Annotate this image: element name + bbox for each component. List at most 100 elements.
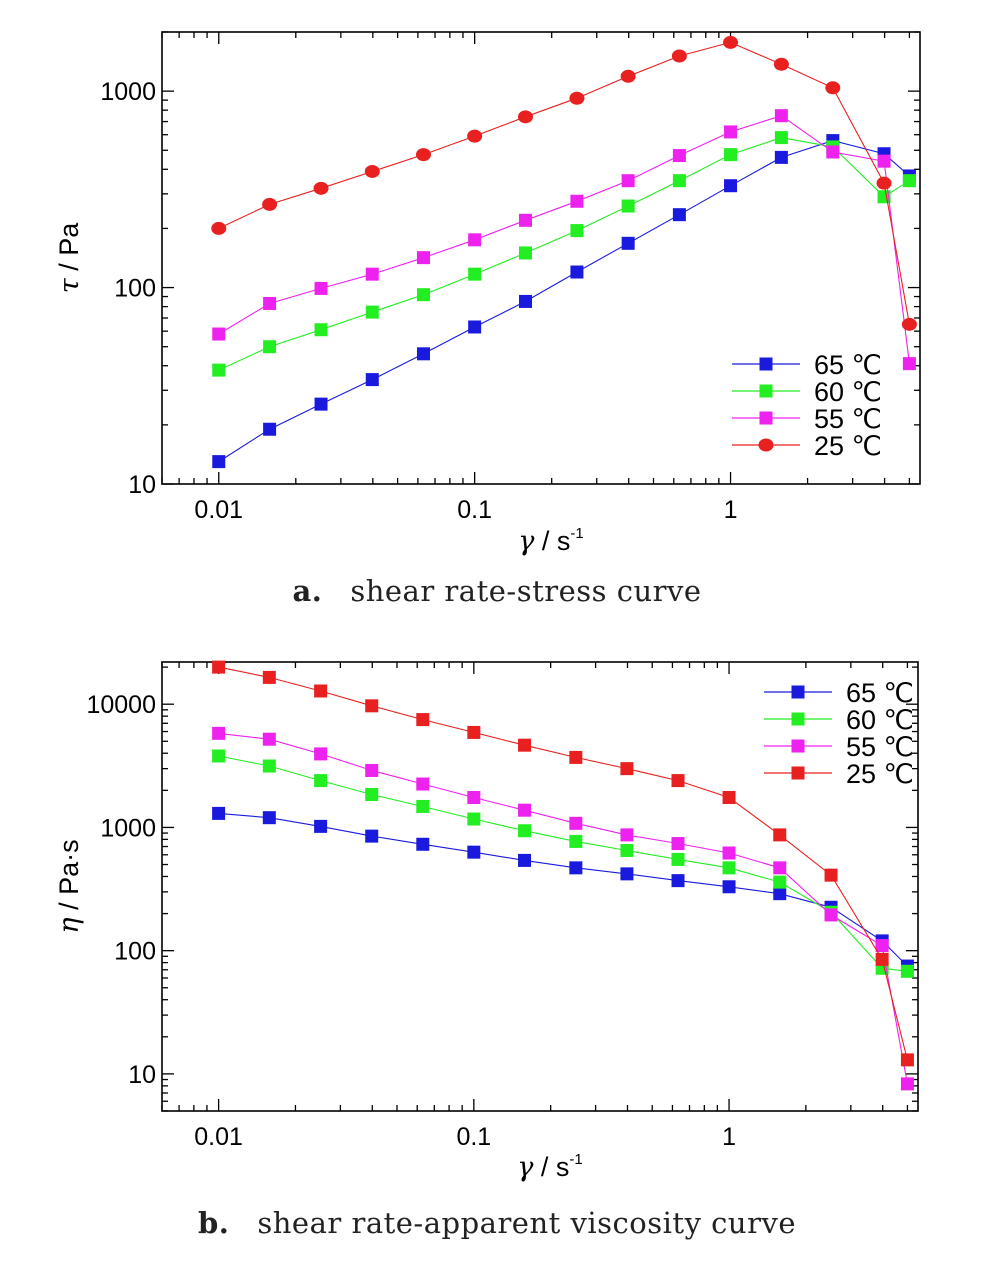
y-tick-label: 1000 <box>100 814 156 842</box>
y-tick-label: 10000 <box>86 691 156 719</box>
plot-frame <box>161 31 921 485</box>
data-point <box>902 174 916 188</box>
legend-label: 60 ℃ <box>814 377 882 407</box>
legend-marker <box>758 438 774 452</box>
data-point <box>416 288 430 302</box>
data-point <box>518 294 532 308</box>
data-point <box>620 843 634 857</box>
data-point <box>365 267 379 281</box>
data-point <box>724 179 738 193</box>
data-point <box>468 233 482 247</box>
legend-label: 55 ℃ <box>846 732 914 762</box>
data-point <box>518 824 532 838</box>
data-point <box>672 208 686 222</box>
data-point <box>262 811 276 825</box>
data-point <box>212 327 226 341</box>
legend-label: 60 ℃ <box>846 705 914 735</box>
data-point <box>722 790 736 804</box>
chart-panel-a: 0.01 0.1 1 10 100 1000 γ / s-1 τ / Pa 65 ℃60 ℃55… <box>54 31 921 557</box>
data-point <box>900 964 914 978</box>
data-point <box>671 49 687 63</box>
series-1 <box>212 749 914 978</box>
data-point <box>518 803 532 817</box>
data-point <box>672 174 686 188</box>
data-point <box>365 829 379 843</box>
data-point <box>902 357 916 371</box>
plot-frame <box>161 661 919 1112</box>
data-point <box>901 317 917 331</box>
data-point <box>517 110 533 124</box>
legend: 65 ℃60 ℃55 ℃25 ℃ <box>764 678 914 789</box>
data-point <box>365 788 379 802</box>
data-point <box>824 908 838 922</box>
data-point <box>212 660 226 674</box>
data-point <box>314 819 328 833</box>
data-point <box>569 750 583 764</box>
data-point <box>416 799 430 813</box>
series-line <box>218 755 908 972</box>
legend-marker <box>759 384 773 398</box>
series-3 <box>211 35 917 331</box>
data-point <box>518 246 532 260</box>
data-point <box>773 861 787 875</box>
data-point <box>773 875 787 889</box>
data-point <box>875 939 889 953</box>
data-point <box>262 670 276 684</box>
data-point <box>468 320 482 334</box>
data-point <box>314 323 328 337</box>
y-tick-label: 100 <box>114 938 156 966</box>
data-point <box>365 305 379 319</box>
legend-marker <box>791 739 805 753</box>
data-point <box>900 1077 914 1091</box>
data-point <box>211 221 227 235</box>
data-point <box>825 81 841 95</box>
y-axis-label: τ / Pa <box>54 222 85 293</box>
data-point <box>314 281 328 295</box>
data-point <box>569 861 583 875</box>
data-point <box>313 181 329 195</box>
data-point <box>722 861 736 875</box>
data-point <box>467 790 481 804</box>
series-1 <box>212 131 916 377</box>
data-point <box>900 1053 914 1067</box>
data-point <box>212 455 226 469</box>
data-point <box>672 149 686 163</box>
data-point <box>722 846 736 860</box>
data-point <box>518 213 532 227</box>
data-point <box>416 347 430 361</box>
data-point <box>620 762 634 776</box>
data-point <box>262 197 278 211</box>
data-point <box>671 774 685 788</box>
legend-marker <box>791 685 805 699</box>
x-axis-label: γ / s-1 <box>518 525 584 557</box>
legend-label: 25 ℃ <box>846 759 914 789</box>
data-point <box>621 199 635 213</box>
data-point <box>263 422 277 436</box>
legend-marker <box>759 357 773 371</box>
x-tick-label: 1 <box>724 496 738 524</box>
data-point <box>774 150 788 164</box>
data-point <box>212 363 226 377</box>
y-tick-label: 10 <box>128 471 156 499</box>
y-tick-label: 10 <box>128 1061 156 1089</box>
data-point <box>876 176 892 190</box>
data-point <box>263 296 277 310</box>
legend-label: 65 ℃ <box>814 350 882 380</box>
x-axis-label: γ / s-1 <box>517 1151 583 1183</box>
data-point <box>314 774 328 788</box>
data-point <box>314 684 328 698</box>
data-point <box>671 837 685 851</box>
legend-marker <box>791 712 805 726</box>
series-2 <box>212 726 914 1091</box>
x-tick-label: 0.01 <box>194 1123 243 1151</box>
data-point <box>467 725 481 739</box>
data-point <box>262 759 276 773</box>
data-point <box>518 738 532 752</box>
data-point <box>875 952 889 966</box>
data-point <box>262 732 276 746</box>
data-point <box>314 747 328 761</box>
data-point <box>416 713 430 727</box>
data-point <box>773 57 789 71</box>
caption-b-letter: b. <box>198 1206 230 1240</box>
